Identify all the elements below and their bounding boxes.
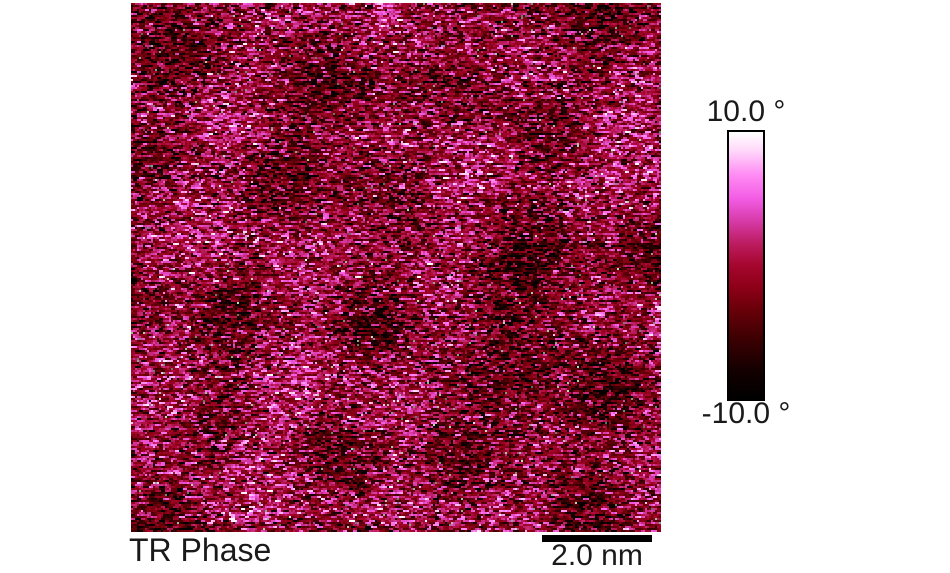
- scale-bar-label: 2.0 nm: [551, 539, 643, 572]
- scale-bar: [542, 535, 652, 542]
- colorbar-min-label: -10.0 °: [701, 397, 791, 430]
- colorbar-gradient: [727, 130, 765, 401]
- afm-phase-image: [131, 3, 661, 532]
- image-type-label: TR Phase: [129, 532, 272, 568]
- colorbar-max-label: 10.0 °: [706, 95, 786, 128]
